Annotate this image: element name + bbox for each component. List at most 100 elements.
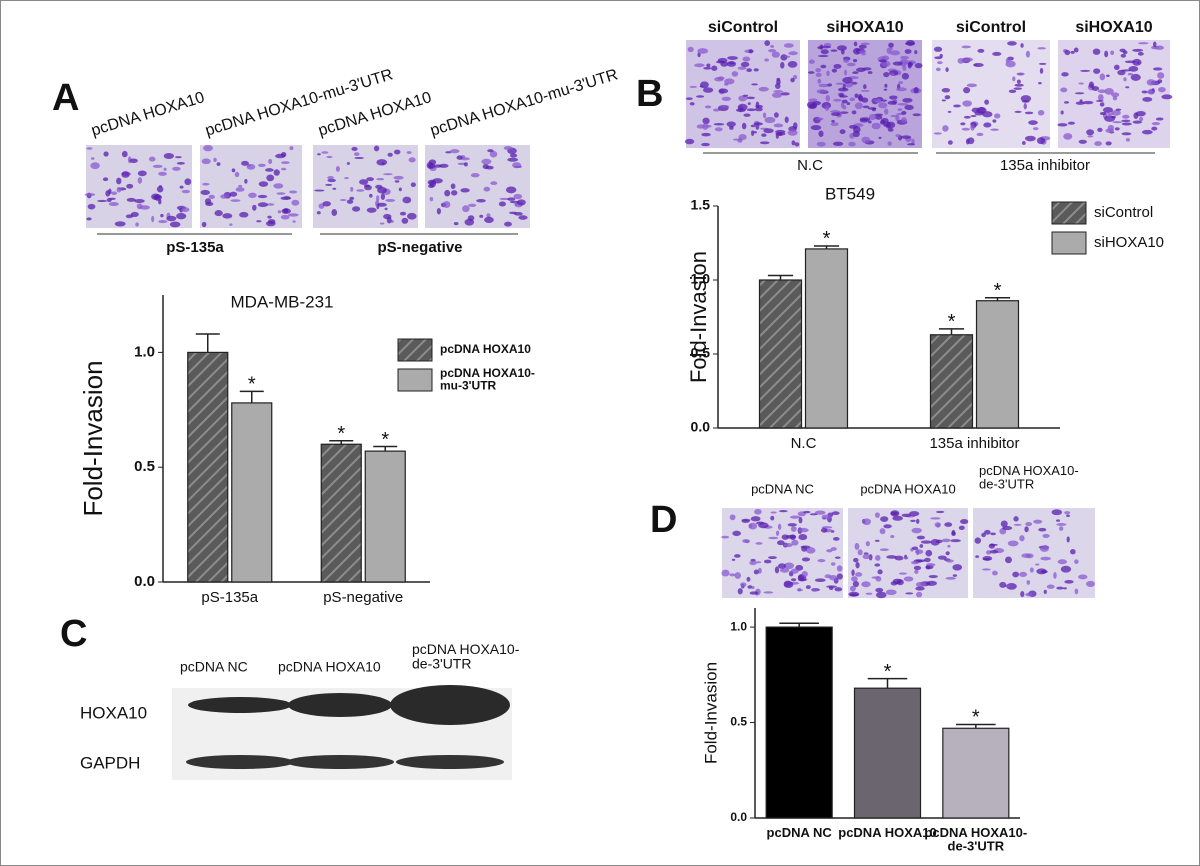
cell-stain	[817, 78, 822, 84]
cell-stain	[1074, 92, 1085, 95]
cell-stain	[1088, 81, 1094, 89]
cell-stain	[181, 189, 191, 194]
cell-stain	[1082, 100, 1094, 105]
cell-stain	[684, 138, 695, 145]
cell-stain	[346, 162, 350, 165]
chart-title: MDA-MB-231	[231, 292, 334, 311]
cell-stain	[832, 141, 844, 146]
cell-stain	[933, 46, 943, 52]
significance: *	[972, 707, 980, 729]
cell-stain	[1039, 67, 1044, 74]
cell-stain	[854, 542, 860, 550]
cell-stain	[824, 105, 830, 111]
cell-stain	[1038, 62, 1047, 65]
cell-stain	[898, 572, 907, 575]
legend-swatch	[1051, 231, 1087, 255]
cell-stain	[327, 175, 334, 180]
cell-stain	[787, 129, 798, 136]
cell-stain	[776, 540, 785, 546]
cell-stain	[970, 114, 977, 118]
cell-stain	[316, 211, 321, 215]
cell-stain	[509, 153, 518, 158]
cell-stain	[1061, 72, 1069, 77]
cell-stain	[854, 102, 863, 110]
cell-stain	[407, 212, 417, 220]
cell-stain	[326, 155, 333, 159]
cell-stain	[482, 164, 489, 170]
cell-stain	[393, 175, 404, 180]
legend-swatch	[1051, 201, 1087, 225]
cell-stain	[773, 123, 784, 128]
cell-stain	[747, 102, 751, 105]
cell-stain	[366, 177, 374, 182]
error-bar	[956, 723, 996, 729]
cell-stain	[356, 189, 365, 192]
blot-band	[396, 755, 504, 769]
cell-stain	[241, 160, 249, 166]
cell-stain	[834, 556, 841, 559]
cell-stain	[934, 522, 941, 528]
cell-stain	[962, 100, 972, 107]
cell-stain	[1013, 523, 1022, 526]
error-bar	[779, 622, 819, 628]
cell-stain	[865, 592, 873, 595]
cell-stain	[761, 133, 767, 137]
cell-stain	[1104, 88, 1114, 95]
cell-stain	[849, 585, 856, 592]
cell-stain	[1132, 58, 1142, 66]
cell-stain	[835, 82, 845, 85]
cell-stain	[887, 141, 892, 146]
cell-stain	[1064, 511, 1071, 515]
y-tick-label: 1.5	[691, 197, 711, 213]
cell-stain	[775, 132, 779, 139]
cell-stain	[851, 569, 855, 577]
bar	[942, 727, 1010, 819]
cell-stain	[833, 64, 842, 69]
cell-stain	[265, 168, 274, 172]
cell-stain	[393, 149, 401, 155]
cell-stain	[376, 159, 388, 166]
y-tick-label: 0.0	[730, 810, 747, 824]
cell-stain	[808, 59, 815, 64]
cell-stain	[1060, 110, 1064, 115]
cell-stain	[322, 201, 331, 207]
cell-stain	[925, 549, 933, 557]
cell-stain	[729, 125, 734, 130]
cell-stain	[1097, 127, 1103, 133]
cell-stain	[160, 213, 164, 218]
cell-stain	[505, 186, 517, 194]
cell-stain	[229, 223, 233, 226]
cell-stain	[890, 581, 898, 586]
cell-stain	[1019, 535, 1025, 542]
cell-stain	[1157, 72, 1165, 79]
cell-stain	[827, 83, 833, 87]
cell-stain	[103, 151, 109, 157]
cell-stain	[135, 222, 139, 227]
cell-stain	[805, 585, 811, 590]
cell-stain	[151, 193, 160, 200]
cell-stain	[814, 510, 826, 515]
row-label: HOXA10	[80, 703, 147, 722]
cell-stain	[169, 221, 181, 228]
cell-stain	[266, 174, 275, 182]
cell-stain	[924, 557, 931, 563]
cell-stain	[776, 79, 781, 85]
cell-stain	[731, 71, 739, 77]
cell-stain	[721, 535, 730, 539]
cell-stain	[1056, 586, 1064, 590]
cell-stain	[787, 523, 797, 527]
cell-stain	[266, 203, 275, 206]
cell-stain	[1063, 587, 1067, 590]
cell-stain	[826, 549, 833, 553]
cell-stain	[729, 573, 736, 577]
cell-stain	[863, 84, 867, 90]
cell-stain	[858, 50, 867, 54]
cell-stain	[246, 163, 256, 170]
cell-stain	[205, 201, 214, 207]
cell-stain	[785, 534, 797, 539]
row-label: GAPDH	[80, 753, 140, 772]
cell-stain	[833, 537, 840, 541]
cell-stain	[1024, 135, 1036, 142]
cell-stain	[878, 59, 887, 63]
cell-stain	[857, 549, 863, 556]
